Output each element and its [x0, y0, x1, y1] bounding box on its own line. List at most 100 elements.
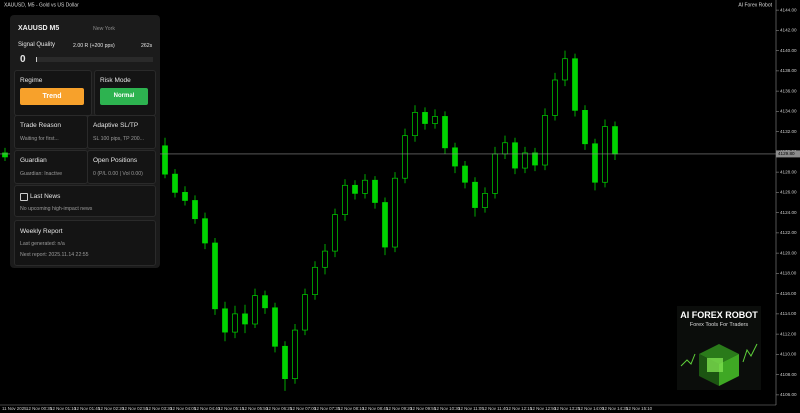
signal-label: Signal Quality [18, 42, 56, 48]
candle-body [512, 142, 518, 169]
news-icon [20, 193, 28, 201]
candle-body [482, 193, 488, 208]
y-tick-label: 4142.00 [780, 28, 797, 33]
candle-body [252, 295, 258, 325]
chart-title: XAUUSD, M5 - Gold vs US Dollar [4, 2, 79, 8]
y-tick-label: 4124.00 [780, 210, 797, 215]
signal-value: 0 [20, 54, 26, 65]
y-tick-label: 4108.00 [780, 372, 797, 377]
y-tick-label: 4122.00 [780, 230, 797, 235]
info-panel: XAUUSD M5 New York Signal Quality 2.00 R… [10, 15, 160, 268]
x-tick-label: 12 Nov 12:50 [530, 406, 557, 411]
y-tick-label: 4112.00 [780, 331, 797, 336]
deco-line [742, 343, 758, 363]
logo-subtitle: Forex Tools For Traders [689, 322, 749, 328]
candle-body [452, 147, 458, 167]
chip [707, 358, 723, 372]
candle-body [282, 345, 288, 380]
candle-body [522, 152, 528, 169]
x-tick-label: 12 Nov 08:45 [362, 406, 389, 411]
guardian-card: Guardian Guardian: Inactive [14, 150, 88, 184]
candle-body [172, 173, 178, 193]
candle-body [182, 192, 188, 201]
x-tick-label: 12 Nov 03:30 [146, 406, 173, 411]
candle-body [302, 294, 308, 331]
guardian: Guardian: Inactive [20, 171, 63, 177]
candle-body [262, 295, 268, 309]
y-tick-label: 4132.00 [780, 129, 797, 134]
candle-body [372, 179, 378, 203]
candle-body [502, 142, 508, 155]
report-label: Weekly Report [20, 228, 63, 235]
logo-title: AI FOREX ROBOT [680, 310, 758, 320]
current-price-label: 4129.80 [778, 151, 795, 156]
sltp: SL 100 pips, TP 200... [93, 136, 144, 142]
candle-body [232, 313, 238, 333]
candle-body [462, 165, 468, 183]
expert-name: AI Forex Robot [738, 2, 772, 8]
candle-body [332, 214, 338, 252]
x-tick-label: 12 Nov 13:25 [554, 406, 581, 411]
x-tick-label: 12 Nov 12:15 [506, 406, 533, 411]
candle-body [202, 218, 208, 244]
x-tick-label: 12 Nov 04:05 [170, 406, 197, 411]
candle-body [222, 308, 228, 333]
guardian-label: Guardian [20, 157, 47, 164]
sltp-card: Adaptive SL/TP SL 100 pips, TP 200... [87, 115, 156, 149]
regime-label: Regime [20, 77, 43, 84]
report-next: Next report: 2025.11.14 22:55 [20, 252, 89, 258]
candle-body [542, 115, 548, 166]
x-tick-label: 11 Nov 2025 [2, 406, 27, 411]
candle-body [552, 79, 558, 116]
news: No upcoming high-impact news [20, 206, 93, 212]
y-tick-label: 4114.00 [780, 311, 797, 316]
candle-body [602, 126, 608, 183]
candle-body [242, 313, 248, 325]
news-label: Last News [30, 193, 61, 200]
x-tick-label: 12 Nov 11:05 [458, 406, 484, 411]
candle-body [472, 181, 478, 208]
x-tick-label: 12 Nov 07:35 [314, 406, 341, 411]
candle-body [442, 116, 448, 149]
x-tick-label: 12 Nov 11:40 [482, 406, 508, 411]
y-tick-label: 4126.00 [780, 190, 797, 195]
candle-body [162, 145, 168, 175]
cube-right [719, 354, 739, 386]
x-tick-label: 12 Nov 09:55 [410, 406, 437, 411]
candle-body [352, 184, 358, 194]
logo: AI FOREX ROBOT Forex Tools For Traders [677, 306, 761, 390]
candle-body [592, 143, 598, 183]
trade-reason-card: Trade Reason Waiting for first... [14, 115, 88, 149]
y-tick-label: 4134.00 [780, 109, 797, 114]
positions-card: Open Positions 0 (P/L 0.00 | Vol 0.00) [87, 150, 156, 184]
symbol: XAUUSD M5 [18, 25, 60, 32]
positions-label: Open Positions [93, 157, 138, 164]
x-tick-label: 12 Nov 15:10 [626, 406, 653, 411]
candle-body [572, 58, 578, 111]
risk-button[interactable]: Normal [100, 88, 148, 105]
current-price-box [776, 150, 800, 158]
candle-body [582, 110, 588, 145]
y-tick-label: 4116.00 [780, 291, 797, 296]
y-tick-label: 4110.00 [780, 352, 797, 357]
x-tick-label: 12 Nov 14:00 [578, 406, 605, 411]
x-tick-label: 12 Nov 04:40 [194, 406, 221, 411]
candle-body [312, 266, 318, 295]
x-tick-label: 12 Nov 01:10 [50, 406, 77, 411]
y-tick-label: 4120.00 [780, 250, 797, 255]
trade-reason: Waiting for first... [20, 136, 59, 142]
candle-body [402, 135, 408, 179]
candle-body [2, 152, 8, 158]
candle-body [382, 202, 388, 248]
regime-button[interactable]: Trend [20, 88, 84, 105]
x-tick-label: 12 Nov 01:45 [74, 406, 101, 411]
x-tick-label: 12 Nov 08:10 [338, 406, 365, 411]
report-generated: Last generated: n/a [20, 241, 65, 247]
x-tick-label: 12 Nov 06:25 [266, 406, 293, 411]
timer: 262s [141, 43, 153, 49]
x-tick-label: 12 Nov 00:35 [26, 406, 53, 411]
x-tick-label: 12 Nov 05:50 [242, 406, 269, 411]
candle-body [612, 126, 618, 155]
candle-body [392, 177, 398, 248]
